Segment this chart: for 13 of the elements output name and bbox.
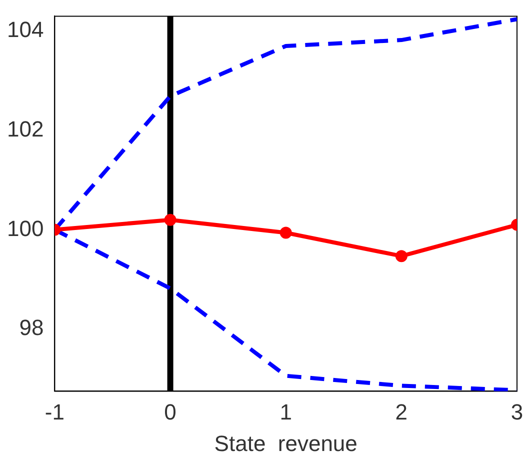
y-tick-label: 104 xyxy=(6,17,44,42)
point xyxy=(395,250,408,262)
x-tick-label: 2 xyxy=(395,399,408,424)
x-tick-label: 3 xyxy=(510,399,524,424)
y-tick-label: 98 xyxy=(19,315,44,340)
y-tick-label: 100 xyxy=(6,216,44,241)
point xyxy=(164,214,176,226)
x-tick-label: -1 xyxy=(44,399,64,424)
point xyxy=(280,226,292,239)
x-axis-title: State revenue xyxy=(214,430,358,456)
y-tick-label: 102 xyxy=(6,116,44,142)
x-tick-label: 1 xyxy=(280,399,292,424)
x-tick-label: 0 xyxy=(164,399,176,424)
